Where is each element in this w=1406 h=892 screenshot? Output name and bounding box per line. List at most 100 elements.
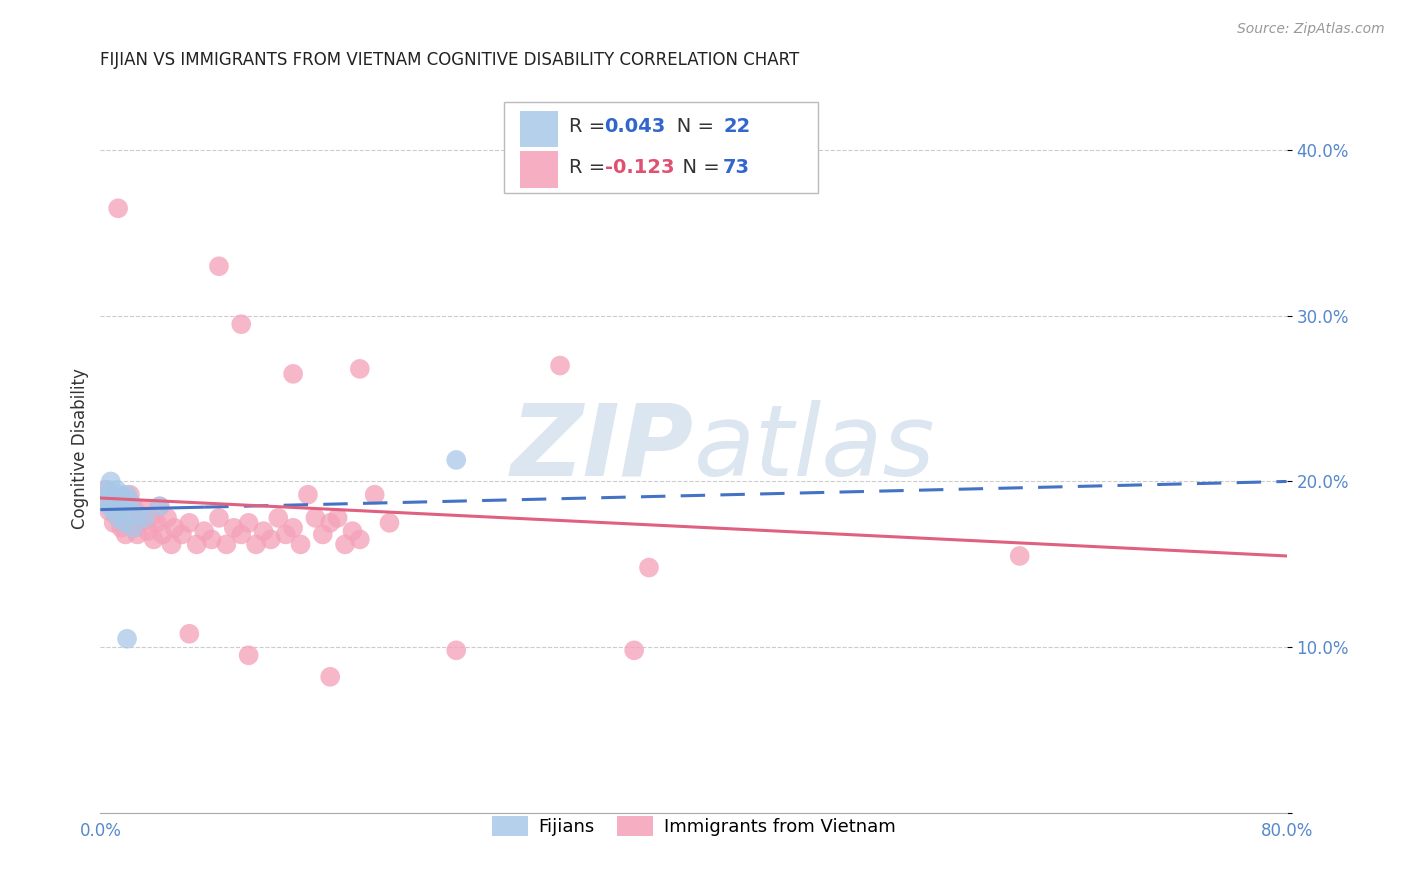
Point <box>131 516 153 530</box>
Point <box>101 486 124 500</box>
Point <box>231 317 253 331</box>
Point <box>100 488 122 502</box>
Point <box>98 500 121 514</box>
FancyBboxPatch shape <box>503 103 818 194</box>
Point <box>200 533 222 547</box>
Point <box>110 521 132 535</box>
Text: atlas: atlas <box>693 400 935 497</box>
Text: -0.123: -0.123 <box>605 158 673 177</box>
Point <box>208 259 231 273</box>
Point <box>100 475 122 489</box>
Point <box>179 627 201 641</box>
Point <box>267 511 290 525</box>
Point <box>142 533 165 547</box>
Point <box>281 367 304 381</box>
Point <box>623 643 645 657</box>
Point <box>238 648 260 663</box>
Text: 22: 22 <box>723 118 751 136</box>
Text: ZIP: ZIP <box>510 400 693 497</box>
Point <box>297 488 319 502</box>
Point <box>134 511 156 525</box>
Point <box>117 516 139 530</box>
Point <box>363 488 385 502</box>
Point <box>111 500 134 514</box>
Point <box>104 494 127 508</box>
Text: R =: R = <box>569 118 612 136</box>
Text: 0.043: 0.043 <box>605 118 666 136</box>
Point <box>208 511 231 525</box>
Point <box>193 524 215 538</box>
Point <box>114 502 136 516</box>
Point <box>94 483 117 497</box>
Point <box>97 483 120 497</box>
Point <box>378 516 401 530</box>
Point <box>115 488 138 502</box>
Point <box>136 524 159 538</box>
Point <box>127 508 149 522</box>
Point <box>252 524 274 538</box>
Legend: Fijians, Immigrants from Vietnam: Fijians, Immigrants from Vietnam <box>485 809 903 844</box>
Point <box>118 488 141 502</box>
Point <box>163 521 186 535</box>
Point <box>107 202 129 216</box>
FancyBboxPatch shape <box>520 112 558 147</box>
Point <box>115 632 138 646</box>
Point <box>349 533 371 547</box>
Point <box>121 511 143 525</box>
Point <box>444 453 467 467</box>
Point <box>179 516 201 530</box>
Point <box>97 494 120 508</box>
Point <box>186 537 208 551</box>
Point <box>107 511 129 525</box>
Point <box>333 537 356 551</box>
Point <box>110 500 132 514</box>
Point <box>149 500 172 514</box>
Point <box>238 516 260 530</box>
Point <box>170 527 193 541</box>
Text: Source: ZipAtlas.com: Source: ZipAtlas.com <box>1237 22 1385 37</box>
Point <box>638 560 661 574</box>
Point <box>128 508 150 522</box>
Point <box>260 533 283 547</box>
Point <box>215 537 238 551</box>
Point <box>319 670 342 684</box>
Point <box>274 527 297 541</box>
Point <box>122 500 145 514</box>
Point <box>149 500 172 514</box>
Point <box>103 504 125 518</box>
Point <box>290 537 312 551</box>
Point <box>156 511 179 525</box>
Text: N =: N = <box>669 158 725 177</box>
Point <box>108 488 131 502</box>
Point <box>94 491 117 505</box>
Point <box>326 511 349 525</box>
Point <box>349 362 371 376</box>
Point <box>281 521 304 535</box>
Point <box>342 524 364 538</box>
Point <box>145 516 167 530</box>
Point <box>304 511 326 525</box>
Point <box>105 483 128 497</box>
Point <box>134 502 156 516</box>
Point <box>112 516 135 530</box>
Point <box>118 494 141 508</box>
Point <box>312 527 335 541</box>
Point <box>139 511 162 525</box>
Point <box>115 504 138 518</box>
Text: R =: R = <box>569 158 612 177</box>
FancyBboxPatch shape <box>520 152 558 187</box>
Text: 73: 73 <box>723 158 751 177</box>
Point <box>111 491 134 505</box>
Point <box>127 527 149 541</box>
Point <box>245 537 267 551</box>
Point <box>122 521 145 535</box>
Point <box>124 521 146 535</box>
Point <box>104 491 127 505</box>
Point <box>444 643 467 657</box>
Text: N =: N = <box>658 118 720 136</box>
Point <box>98 504 121 518</box>
Y-axis label: Cognitive Disability: Cognitive Disability <box>72 368 89 529</box>
Point <box>319 516 342 530</box>
Point <box>107 511 129 525</box>
Point <box>231 527 253 541</box>
